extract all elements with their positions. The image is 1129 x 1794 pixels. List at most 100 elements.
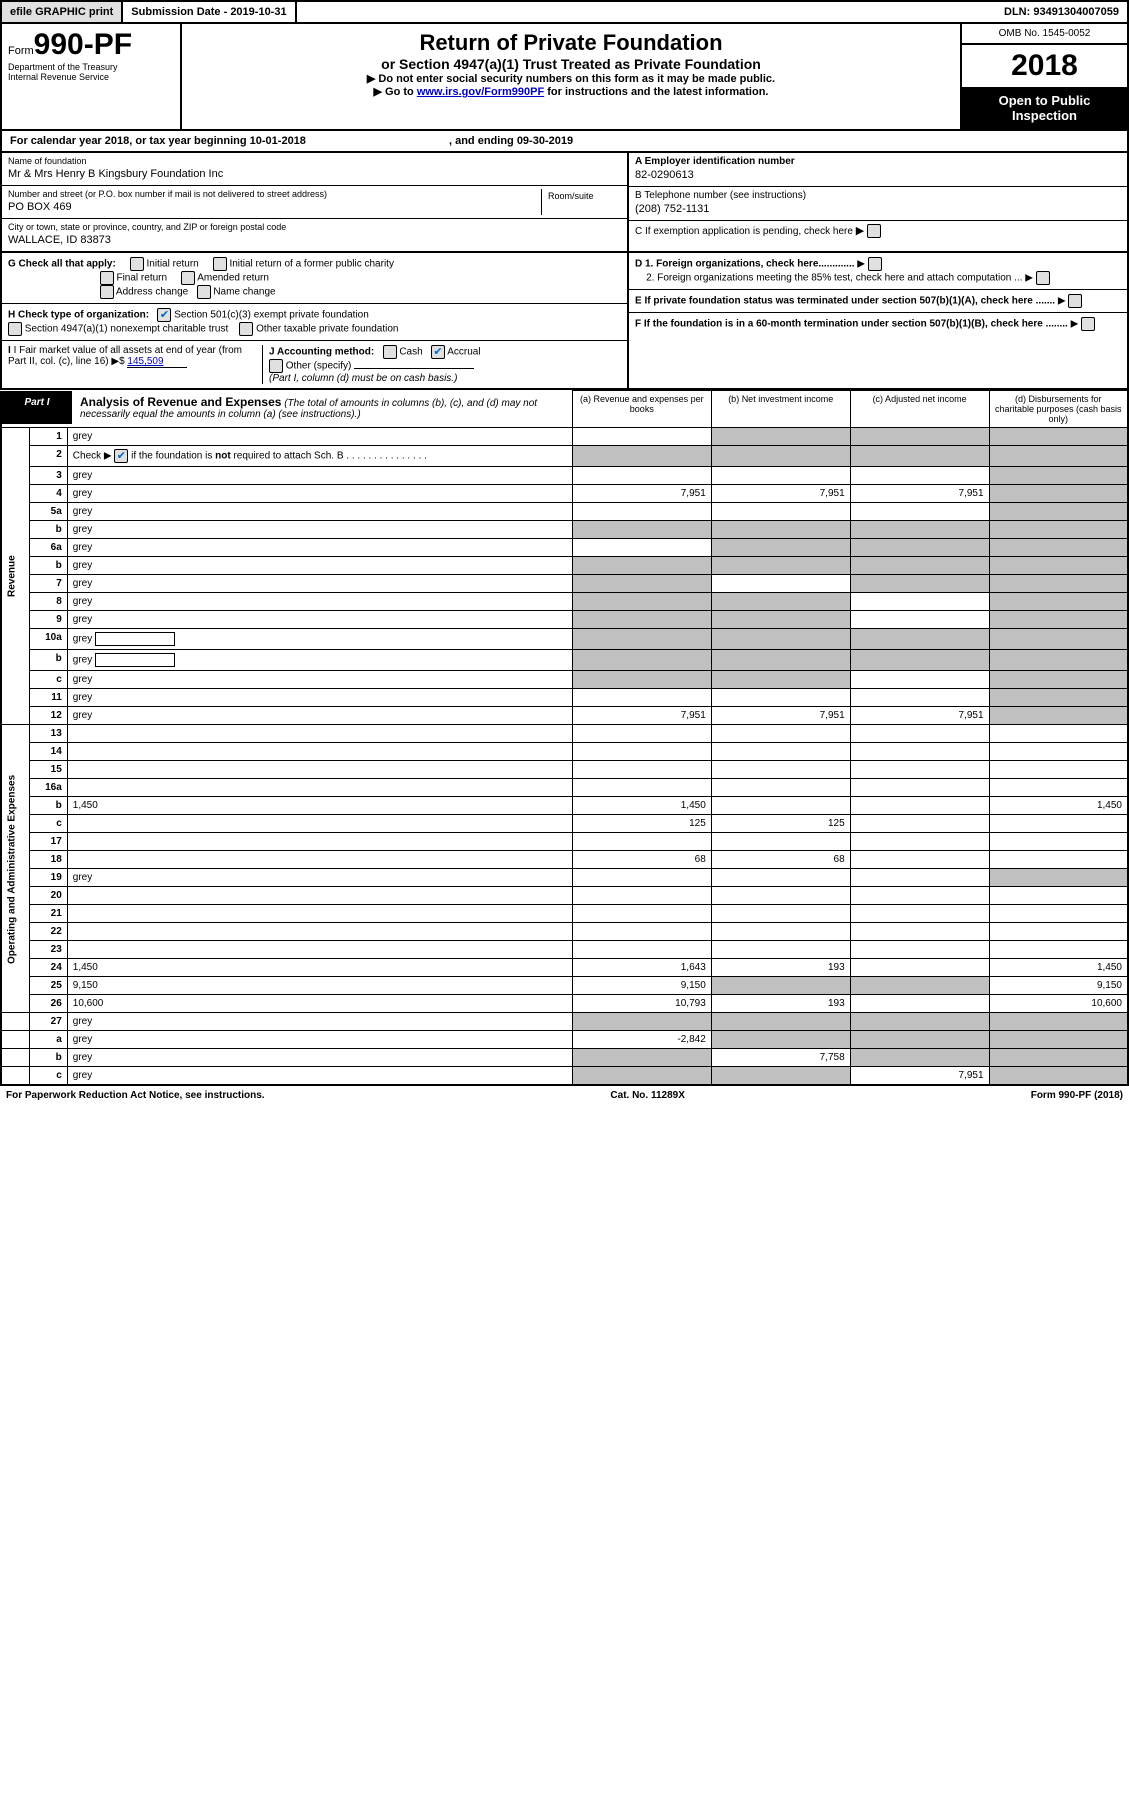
section-501c3-checkbox[interactable]	[157, 308, 171, 322]
h-opt1: Section 501(c)(3) exempt private foundat…	[174, 310, 369, 321]
e-checkbox[interactable]	[1068, 294, 1082, 308]
value-cell	[711, 797, 850, 815]
table-row: 10agrey	[1, 629, 1128, 650]
value-cell	[711, 779, 850, 797]
line-description: grey	[67, 1067, 572, 1086]
g-row: G Check all that apply: Initial return I…	[2, 253, 627, 304]
tax-year: 2018	[962, 45, 1127, 87]
value-cell	[989, 941, 1128, 959]
value-cell	[572, 689, 711, 707]
grey-cell	[989, 593, 1128, 611]
value-cell	[850, 833, 989, 851]
form-label: Form	[8, 45, 34, 57]
accrual-checkbox[interactable]	[431, 345, 445, 359]
irs-link[interactable]: www.irs.gov/Form990PF	[417, 86, 544, 98]
section-label: Revenue	[1, 428, 29, 725]
section-label: Operating and Administrative Expenses	[1, 725, 29, 1013]
name-cell: Name of foundation Mr & Mrs Henry B King…	[2, 153, 627, 186]
grey-cell	[989, 446, 1128, 467]
grey-cell	[711, 1013, 850, 1031]
grey-cell	[989, 689, 1128, 707]
line-number: c	[29, 1067, 67, 1086]
value-cell: 1,450	[572, 797, 711, 815]
table-row: cgrey	[1, 671, 1128, 689]
open-to-public: Open to Public Inspection	[962, 87, 1127, 129]
d1-row: D 1. Foreign organizations, check here..…	[629, 253, 1127, 290]
section-4947-checkbox[interactable]	[8, 322, 22, 336]
initial-return-public-checkbox[interactable]	[213, 257, 227, 271]
value-cell	[989, 779, 1128, 797]
line-description: 1,450	[67, 797, 572, 815]
header-center: Return of Private Foundation or Section …	[182, 24, 962, 129]
grey-cell	[989, 1049, 1128, 1067]
ein-value: 82-0290613	[635, 167, 1121, 183]
final-return-checkbox[interactable]	[100, 271, 114, 285]
d1-checkbox[interactable]	[868, 257, 882, 271]
header-left: Form990-PF Department of the Treasury In…	[2, 24, 182, 129]
form-title: Return of Private Foundation	[192, 30, 950, 56]
grey-cell	[989, 503, 1128, 521]
g-label: G Check all that apply:	[8, 259, 116, 270]
amended-return-checkbox[interactable]	[181, 271, 195, 285]
other-method-checkbox[interactable]	[269, 359, 283, 373]
value-cell	[850, 593, 989, 611]
value-cell: 68	[572, 851, 711, 869]
value-cell	[572, 887, 711, 905]
f-row: F If the foundation is in a 60-month ter…	[629, 313, 1127, 335]
table-row: 20	[1, 887, 1128, 905]
grey-cell	[572, 593, 711, 611]
dln: DLN: 93491304007059	[996, 2, 1127, 22]
grey-cell	[572, 521, 711, 539]
value-cell: 7,951	[711, 707, 850, 725]
table-row: 16a	[1, 779, 1128, 797]
line-number: 7	[29, 575, 67, 593]
line-description: grey	[67, 1031, 572, 1049]
other-taxable-checkbox[interactable]	[239, 322, 253, 336]
line-number: 3	[29, 467, 67, 485]
grey-cell	[989, 485, 1128, 503]
value-cell	[850, 689, 989, 707]
value-cell	[711, 833, 850, 851]
value-cell	[850, 611, 989, 629]
value-cell	[572, 725, 711, 743]
value-cell	[572, 428, 711, 446]
line-description: grey	[67, 1013, 572, 1031]
value-cell: 9,150	[989, 977, 1128, 995]
line-description: grey	[67, 539, 572, 557]
grey-cell	[572, 446, 711, 467]
name-change-checkbox[interactable]	[197, 285, 211, 299]
d2-checkbox[interactable]	[1036, 271, 1050, 285]
g-opt-2: Final return	[116, 273, 167, 284]
grey-cell	[850, 539, 989, 557]
address-change-checkbox[interactable]	[100, 285, 114, 299]
line-description	[67, 815, 572, 833]
value-cell	[711, 575, 850, 593]
table-row: 11grey	[1, 689, 1128, 707]
grey-cell	[989, 629, 1128, 650]
table-row: Revenue1grey	[1, 428, 1128, 446]
value-cell	[711, 725, 850, 743]
line-number: c	[29, 815, 67, 833]
cash-checkbox[interactable]	[383, 345, 397, 359]
initial-return-checkbox[interactable]	[130, 257, 144, 271]
value-cell: 68	[711, 851, 850, 869]
calendar-begin: For calendar year 2018, or tax year begi…	[10, 135, 306, 147]
value-cell	[850, 761, 989, 779]
value-cell: -2,842	[572, 1031, 711, 1049]
value-cell	[850, 995, 989, 1013]
exemption-checkbox[interactable]	[867, 224, 881, 238]
value-cell	[572, 905, 711, 923]
form-subtitle: or Section 4947(a)(1) Trust Treated as P…	[192, 56, 950, 72]
goto-prefix: ▶ Go to	[374, 86, 417, 98]
fmv-link[interactable]: 145,509	[127, 356, 187, 368]
g-opt-0: Initial return	[147, 259, 199, 270]
part1-title: Analysis of Revenue and Expenses	[80, 395, 281, 409]
city-label: City or town, state or province, country…	[8, 222, 621, 232]
schb-checkbox[interactable]	[114, 449, 128, 463]
line-number: 20	[29, 887, 67, 905]
grey-cell	[711, 446, 850, 467]
grey-cell	[711, 977, 850, 995]
f-checkbox[interactable]	[1081, 317, 1095, 331]
grey-cell	[572, 629, 711, 650]
efile-print-button[interactable]: efile GRAPHIC print	[2, 2, 123, 22]
